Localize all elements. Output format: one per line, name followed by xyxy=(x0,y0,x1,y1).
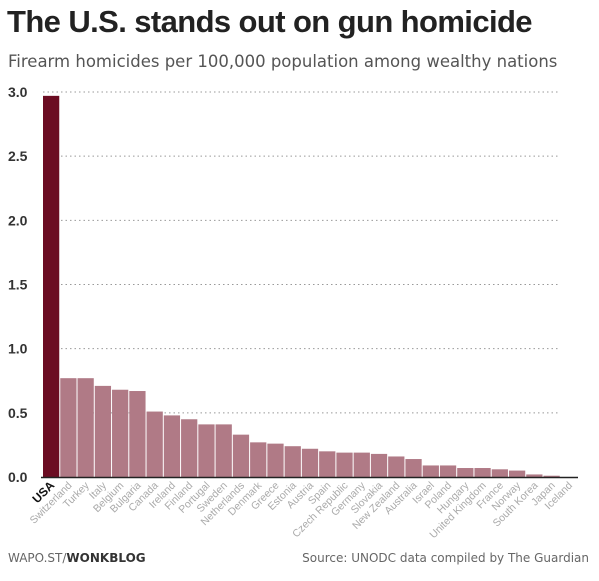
bar xyxy=(232,434,250,477)
bar xyxy=(301,448,319,477)
bar xyxy=(250,442,267,477)
bar xyxy=(474,468,491,477)
bar xyxy=(181,419,198,477)
y-tick-label: 3.0 xyxy=(8,84,28,100)
bar xyxy=(543,475,560,477)
bar xyxy=(267,443,284,477)
bar-chart: 0.00.51.01.52.02.53.0USASwitzerlandTurke… xyxy=(8,84,578,541)
bar xyxy=(146,411,163,477)
y-tick-label: 1.5 xyxy=(8,277,28,293)
y-tick-label: 1.0 xyxy=(8,341,28,357)
footer-credit: WAPO.ST/WONKBLOG xyxy=(8,551,146,565)
footer-source: Source: UNODC data compiled by The Guard… xyxy=(302,551,589,565)
bar xyxy=(215,424,232,477)
bar xyxy=(94,385,112,477)
footer-credit-prefix: WAPO.ST/ xyxy=(8,551,67,565)
chart-subtitle: Firearm homicides per 100,000 population… xyxy=(8,52,558,71)
bar xyxy=(163,415,181,477)
bar xyxy=(439,465,457,477)
bar xyxy=(526,474,543,477)
bar xyxy=(43,95,60,477)
y-tick-label: 2.0 xyxy=(8,212,28,228)
y-tick-label: 2.5 xyxy=(8,148,28,164)
bar xyxy=(112,389,129,477)
bar xyxy=(388,456,405,477)
bar xyxy=(508,470,526,477)
bar xyxy=(129,391,146,477)
chart-title: The U.S. stands out on gun homicide xyxy=(7,4,533,39)
bar xyxy=(336,452,353,477)
bar xyxy=(491,469,508,477)
bar xyxy=(457,468,474,477)
bar xyxy=(284,446,301,477)
y-tick-label: 0.5 xyxy=(8,405,28,421)
bar xyxy=(60,378,77,477)
bar xyxy=(405,459,422,477)
footer-credit-brand: WONKBLOG xyxy=(66,551,146,565)
bar xyxy=(353,452,370,477)
bar xyxy=(422,465,439,477)
bar xyxy=(77,378,94,477)
bar xyxy=(319,451,336,477)
bar xyxy=(198,424,215,477)
y-tick-label: 0.0 xyxy=(8,469,28,485)
bar xyxy=(370,453,388,477)
